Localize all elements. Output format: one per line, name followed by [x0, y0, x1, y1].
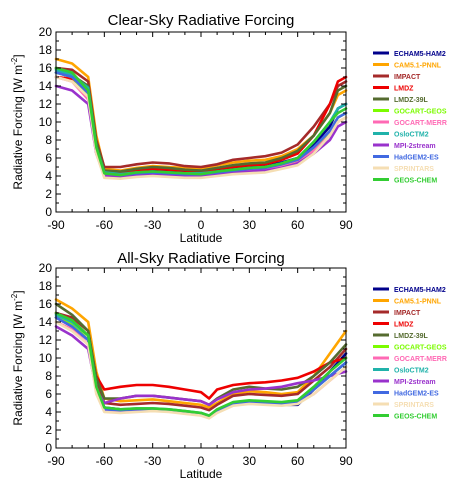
y-axis-label: Radiative Forcing [W m-2] [10, 54, 25, 189]
x-tick-label: -30 [144, 454, 162, 468]
y-tick-label: 2 [45, 423, 52, 437]
x-tick-label: 90 [339, 454, 353, 468]
x-tick-label: 60 [291, 454, 305, 468]
x-tick-label: 60 [291, 218, 305, 232]
legend-label: GOCART-MERR [394, 120, 447, 127]
legend-label: CAM5.1-PNNL [394, 63, 442, 70]
series-line-geos-chem [54, 311, 348, 417]
x-axis-label: Latitude [180, 467, 223, 481]
series-line-geos-chem [54, 66, 348, 177]
y-tick-label: 20 [39, 261, 53, 275]
chart-panel-1: Clear-Sky Radiative Forcing 0 2 4 6 8 10 12 14 16… [10, 12, 447, 245]
y-tick-label: 8 [45, 369, 52, 383]
y-tick-label: 14 [39, 79, 53, 93]
x-tick-label: 30 [243, 218, 257, 232]
legend-label: LMDZ [394, 322, 414, 329]
y-tick-label: 6 [45, 151, 52, 165]
y-tick-label: 10 [39, 351, 53, 365]
legend-label: ECHAM5-HAM2 [394, 287, 446, 294]
legend-label: GOCART-GEOS [394, 109, 447, 116]
y-tick-label: 10 [39, 115, 53, 129]
y-tick-label: 2 [45, 187, 52, 201]
y-tick-label: 8 [45, 133, 52, 147]
legend-label: HadGEM2-ES [394, 155, 439, 162]
series-group [54, 298, 348, 420]
y-tick-label: 18 [39, 43, 53, 57]
legend: ECHAM5-HAM2 CAM5.1-PNNL IMPACT LMDZ LMDZ-39L… [373, 287, 447, 421]
legend-label: GEOS-CHEM [394, 178, 437, 185]
y-tick-label: 6 [45, 387, 52, 401]
chart-title: All-Sky Radiative Forcing [117, 250, 285, 267]
series-line-lmdz [54, 311, 348, 400]
legend-label: LMDZ [394, 86, 414, 93]
x-tick-label: -60 [96, 454, 114, 468]
y-tick-label: 18 [39, 279, 53, 293]
x-tick-label: -30 [144, 218, 162, 232]
x-tick-label: 0 [198, 218, 205, 232]
x-axis-label: Latitude [180, 231, 223, 245]
series-line-sprintars [54, 320, 348, 420]
y-tick-label: 4 [45, 169, 52, 183]
legend-label: GOCART-MERR [394, 356, 447, 363]
legend-label: ECHAM5-HAM2 [394, 51, 446, 58]
legend-label: OsloCTM2 [394, 368, 429, 375]
legend-label: HadGEM2-ES [394, 391, 439, 398]
x-tick-label: 0 [198, 454, 205, 468]
y-axis-label: Radiative Forcing [W m-2] [10, 290, 25, 425]
y-tick-label: 0 [45, 441, 52, 455]
series-line-sprintars [54, 75, 348, 180]
y-tick-label: 12 [39, 97, 53, 111]
x-tick-label: -60 [96, 218, 114, 232]
legend-label: SPRINTARS [394, 166, 434, 173]
legend-label: GEOS-CHEM [394, 414, 437, 421]
legend-label: LMDZ-39L [394, 333, 429, 340]
plot-frame [55, 31, 347, 213]
y-tick-label: 14 [39, 315, 53, 329]
legend-label: IMPACT [394, 74, 421, 81]
x-tick-label: 90 [339, 218, 353, 232]
legend-label: SPRINTARS [394, 402, 434, 409]
y-tick-label: 12 [39, 333, 53, 347]
x-tick-label: -90 [47, 454, 65, 468]
y-tick-label: 20 [39, 25, 53, 39]
y-tick-label: 0 [45, 205, 52, 219]
series-group [54, 57, 348, 180]
plot-frame [55, 267, 347, 449]
chart-title: Clear-Sky Radiative Forcing [108, 12, 295, 29]
legend-label: MPI-2stream [394, 143, 436, 150]
x-tick-label: 30 [243, 454, 257, 468]
x-tick-label: -90 [47, 218, 65, 232]
y-tick-label: 16 [39, 61, 53, 75]
legend: ECHAM5-HAM2 CAM5.1-PNNL IMPACT LMDZ LMDZ-39L… [373, 51, 447, 185]
chart-panel-2: All-Sky Radiative Forcing 0 2 4 6 8 10 12 14 16 18… [10, 250, 447, 481]
y-tick-label: 4 [45, 405, 52, 419]
legend-label: LMDZ-39L [394, 97, 429, 104]
legend-label: OsloCTM2 [394, 132, 429, 139]
legend-label: MPI-2stream [394, 379, 436, 386]
legend-label: GOCART-GEOS [394, 345, 447, 352]
legend-label: CAM5.1-PNNL [394, 299, 442, 306]
y-tick-label: 16 [39, 297, 53, 311]
legend-label: IMPACT [394, 310, 421, 317]
